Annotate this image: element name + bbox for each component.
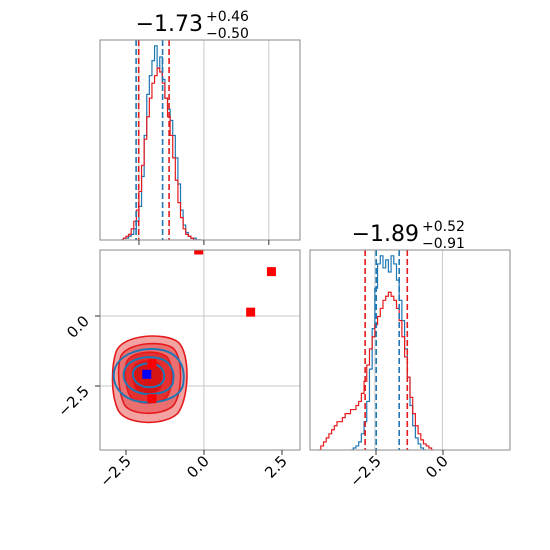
panel-hist-x-series <box>120 45 202 240</box>
panel-hist-y: −2.5 0.0 <box>309 249 511 491</box>
marker-red-3 <box>246 307 256 317</box>
panel-hist-x-bg <box>100 40 300 240</box>
panel-scatter-x-ticks: −2.5 0.0 2.5 <box>96 450 291 491</box>
tick-label-y-neg25: −2.5 <box>54 382 92 420</box>
panel-hist-x-ticks <box>138 240 270 245</box>
scatter-markers <box>142 250 276 404</box>
title-right: −1.89 +0.52 −0.91 <box>352 219 465 252</box>
hist-x-step-blue <box>120 45 202 240</box>
blue-contour-outer <box>112 348 185 404</box>
panel-hist-y-series <box>318 255 435 450</box>
tick-label-right-neg25: −2.5 <box>346 452 384 490</box>
marker-blue-0 <box>142 369 152 379</box>
title-top-upper: +0.46 <box>206 9 249 25</box>
panel-scatter-2d: −2.5 0.0 2.5 0.0 −2.5 <box>54 249 301 491</box>
tick-label-right-0: 0.0 <box>422 452 452 482</box>
tick-label-y-0: 0.0 <box>63 312 93 342</box>
hist-y-step-blue <box>350 255 427 450</box>
hist-y-step-red <box>318 291 435 450</box>
panel-hist-y-grid <box>374 250 443 450</box>
marker-red-1 <box>147 394 157 404</box>
panel-hist-x-frame <box>99 39 301 241</box>
scatter-cloud <box>111 335 188 424</box>
marker-red-5 <box>194 250 204 255</box>
title-top-lower: −0.50 <box>206 26 249 42</box>
panel-hist-y-bg <box>310 250 510 450</box>
panel-hist-y-quantiles <box>364 250 409 450</box>
tick-label-x-25: 2.5 <box>261 452 291 482</box>
panel-hist-x-quantiles <box>135 40 170 240</box>
hist-x-step-red <box>120 67 202 240</box>
panel-hist-y-ticks: −2.5 0.0 <box>346 450 452 491</box>
panel-hist-y-frame <box>309 249 511 451</box>
title-right-lower: −0.91 <box>422 236 465 252</box>
marker-red-4 <box>266 267 276 277</box>
title-right-value: −1.89 <box>352 222 419 247</box>
panel-scatter-y-ticks: 0.0 −2.5 <box>54 312 100 421</box>
title-top-value: −1.73 <box>136 12 203 37</box>
marker-red-2 <box>147 359 157 369</box>
title-right-upper: +0.52 <box>422 219 465 235</box>
tick-label-x-neg25: −2.5 <box>96 452 134 490</box>
panel-scatter-frame <box>99 249 301 451</box>
blue-contour-inner <box>131 362 166 389</box>
tick-label-x-0: 0.0 <box>183 452 213 482</box>
panel-hist-x <box>99 39 301 245</box>
title-top: −1.73 +0.46 −0.50 <box>136 9 249 42</box>
blue-contour-mid <box>122 356 175 396</box>
